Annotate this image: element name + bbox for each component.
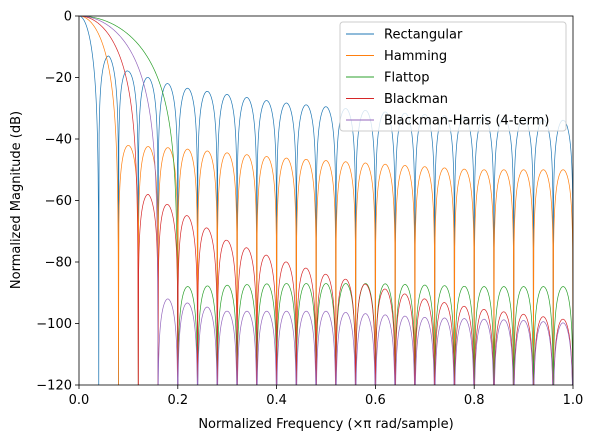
y-tick-label: −60 (45, 194, 72, 209)
y-tick-label: −40 (45, 133, 72, 148)
legend-label-4: Blackman-Harris (4-term) (384, 114, 549, 129)
legend: Rectangular Hamming Flattop Blackman Blackma… (339, 21, 567, 132)
y-axis-title: Normalized Magnitude (dB) (9, 111, 24, 289)
y-tick-label: −120 (36, 379, 72, 394)
y-axis: 0 −20 −40 −60 −80 −100 −120 (36, 10, 79, 394)
series-line-1 (79, 16, 573, 385)
y-tick-label: 0 (64, 10, 72, 25)
x-tick-label: 1.0 (563, 393, 584, 408)
legend-label-3: Blackman (384, 92, 448, 107)
y-tick-label: −20 (45, 71, 72, 86)
legend-label-2: Flattop (384, 71, 429, 86)
series-layer (79, 16, 573, 385)
x-axis: 0.0 0.2 0.4 0.6 0.8 1.0 (69, 385, 584, 408)
x-tick-label: 0.8 (464, 393, 485, 408)
series-line-0 (79, 16, 573, 385)
x-tick-label: 0.4 (266, 393, 287, 408)
series-line-4 (79, 16, 573, 385)
legend-label-1: Hamming (384, 49, 447, 64)
y-tick-label: −80 (45, 256, 72, 271)
legend-label-0: Rectangular (384, 28, 463, 43)
x-axis-title: Normalized Frequency (×π rad/sample) (198, 417, 453, 432)
y-tick-label: −100 (36, 317, 72, 332)
x-tick-label: 0.2 (167, 393, 188, 408)
legend-frame (339, 21, 567, 132)
series-line-3 (79, 16, 573, 385)
x-tick-label: 0.0 (69, 393, 90, 408)
x-tick-label: 0.6 (365, 393, 386, 408)
series-line-2 (79, 16, 573, 385)
